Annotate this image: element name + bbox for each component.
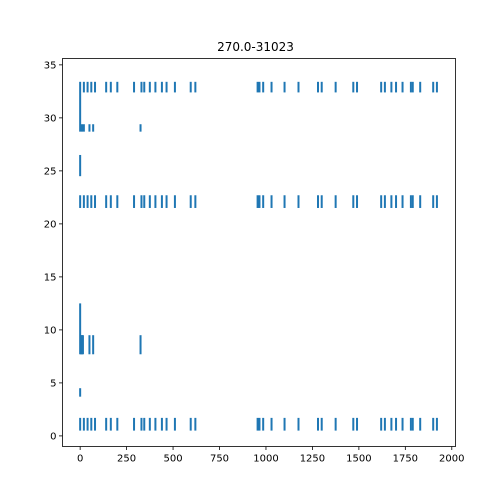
x-axis: 0 250 500 750 1000 1250 1500 1750 2000 [77,446,465,465]
x-tick-label: 250 [117,454,136,465]
axes-frame [62,58,456,447]
event-marks [79,81,438,431]
y-tick-label: 5 [50,378,56,389]
y-tick-label: 15 [44,272,57,283]
y-tick-label: 35 [44,60,57,71]
chart-title: 270.0-31023 [217,40,294,54]
y-axis: 0 5 10 15 20 25 30 35 [44,60,63,442]
x-tick-label: 1500 [346,454,371,465]
x-tick-label: 1250 [300,454,325,465]
x-tick-label: 750 [210,454,229,465]
x-tick-label: 0 [77,454,83,465]
plot-frame [62,58,456,447]
x-tick-label: 2000 [439,454,464,465]
y-tick-label: 0 [50,431,56,442]
x-tick-label: 500 [164,454,183,465]
y-tick-label: 30 [44,113,57,124]
y-tick-label: 10 [44,325,57,336]
y-tick-label: 20 [44,219,57,230]
y-tick-label: 25 [44,166,57,177]
x-tick-label: 1000 [253,454,278,465]
x-tick-label: 1750 [393,454,418,465]
